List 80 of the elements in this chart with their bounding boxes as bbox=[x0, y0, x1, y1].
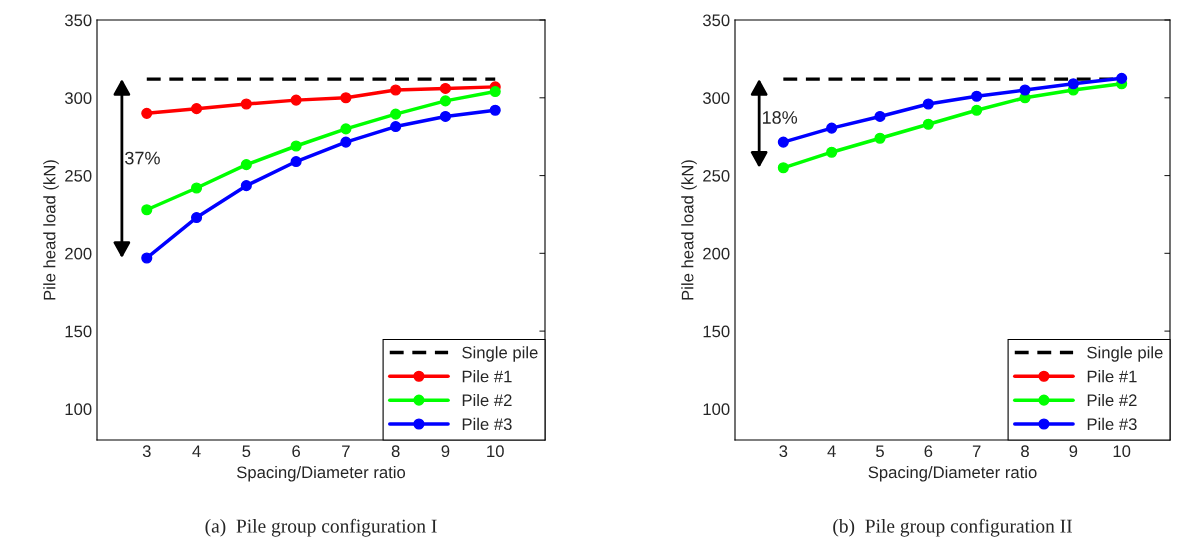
legend-label: Pile #2 bbox=[1087, 393, 1137, 407]
x-axis-title: Spacing/Diameter ratio bbox=[237, 465, 406, 482]
y-tick-label: 100 bbox=[65, 403, 92, 416]
text: (a) Pile group configuration I bbox=[205, 518, 437, 537]
legend-label: Pile #1 bbox=[462, 370, 512, 383]
point bbox=[874, 110, 886, 123]
point bbox=[489, 104, 501, 116]
point bbox=[922, 118, 934, 130]
x-tick-label: 8 bbox=[1021, 445, 1029, 458]
y-tick-label: 300 bbox=[64, 92, 92, 104]
point bbox=[1019, 84, 1031, 96]
x-tick-label: 9 bbox=[1069, 445, 1078, 458]
x-tick-label: 7 bbox=[342, 445, 350, 457]
x-tick-label: 10 bbox=[1113, 445, 1131, 458]
x-tick-label: 6 bbox=[924, 445, 933, 458]
x-tick-label: 5 bbox=[876, 445, 884, 458]
point bbox=[340, 136, 352, 148]
y-tick-label: 350 bbox=[702, 14, 730, 27]
point bbox=[240, 159, 252, 171]
point bbox=[971, 104, 983, 116]
x-tick-label: 9 bbox=[441, 445, 450, 458]
point bbox=[874, 132, 886, 144]
point bbox=[390, 108, 402, 120]
y-tick-label: 300 bbox=[702, 92, 730, 104]
legend-label: Single pile bbox=[462, 346, 538, 362]
point bbox=[1067, 78, 1079, 90]
point bbox=[141, 252, 153, 264]
point bbox=[922, 98, 934, 110]
text: (b) Pile group configuration II bbox=[833, 518, 1072, 537]
point bbox=[1116, 72, 1128, 84]
legend-label: Pile #1 bbox=[1087, 370, 1137, 383]
y-tick-label: 250 bbox=[703, 169, 730, 182]
point bbox=[489, 85, 501, 98]
point bbox=[290, 94, 302, 106]
x-axis-title: Spacing/Diameter ratio bbox=[868, 465, 1037, 482]
x-tick-label: 8 bbox=[391, 445, 400, 458]
annotation: 37% bbox=[125, 151, 160, 165]
point bbox=[340, 92, 352, 104]
y-tick-label: 200 bbox=[65, 247, 92, 260]
point bbox=[777, 162, 789, 174]
legend-label: Pile #3 bbox=[1087, 417, 1137, 431]
x-tick-label: 4 bbox=[827, 445, 836, 457]
legend-label: Single pile bbox=[1087, 346, 1163, 362]
point bbox=[141, 204, 153, 216]
point bbox=[190, 211, 203, 224]
point bbox=[777, 136, 789, 148]
point bbox=[290, 155, 302, 168]
y-tick-label: 350 bbox=[64, 14, 92, 27]
y-tick-label: 150 bbox=[65, 325, 92, 338]
x-tick-label: 7 bbox=[972, 445, 981, 457]
point bbox=[826, 146, 838, 158]
x-tick-label: 10 bbox=[487, 445, 504, 458]
y-axis-title: Pile head load (kN) bbox=[43, 160, 59, 300]
point bbox=[439, 110, 452, 123]
y-tick-label: 150 bbox=[703, 325, 730, 338]
y-tick-label: 200 bbox=[703, 247, 730, 260]
legend-label: Pile #2 bbox=[462, 393, 512, 407]
x-tick-label: 3 bbox=[779, 445, 788, 458]
y-axis-title: Pile head load (kN) bbox=[681, 160, 697, 300]
point bbox=[240, 98, 252, 110]
point bbox=[439, 82, 452, 95]
x-tick-label: 4 bbox=[192, 445, 201, 457]
annotation: 18% bbox=[762, 111, 798, 124]
point bbox=[971, 90, 983, 102]
x-tick-label: 3 bbox=[142, 445, 151, 458]
y-tick-label: 250 bbox=[65, 169, 92, 182]
y-tick-label: 100 bbox=[703, 403, 730, 416]
legend-label: Pile #3 bbox=[462, 417, 512, 431]
point bbox=[390, 84, 402, 96]
point bbox=[141, 107, 153, 119]
point bbox=[240, 180, 252, 192]
point bbox=[439, 95, 452, 107]
x-tick-label: 6 bbox=[292, 445, 301, 458]
point bbox=[190, 103, 203, 115]
point bbox=[190, 182, 203, 194]
point bbox=[290, 140, 302, 152]
x-tick-label: 5 bbox=[242, 445, 251, 458]
point bbox=[390, 120, 402, 133]
point bbox=[340, 123, 352, 135]
point bbox=[826, 122, 838, 134]
